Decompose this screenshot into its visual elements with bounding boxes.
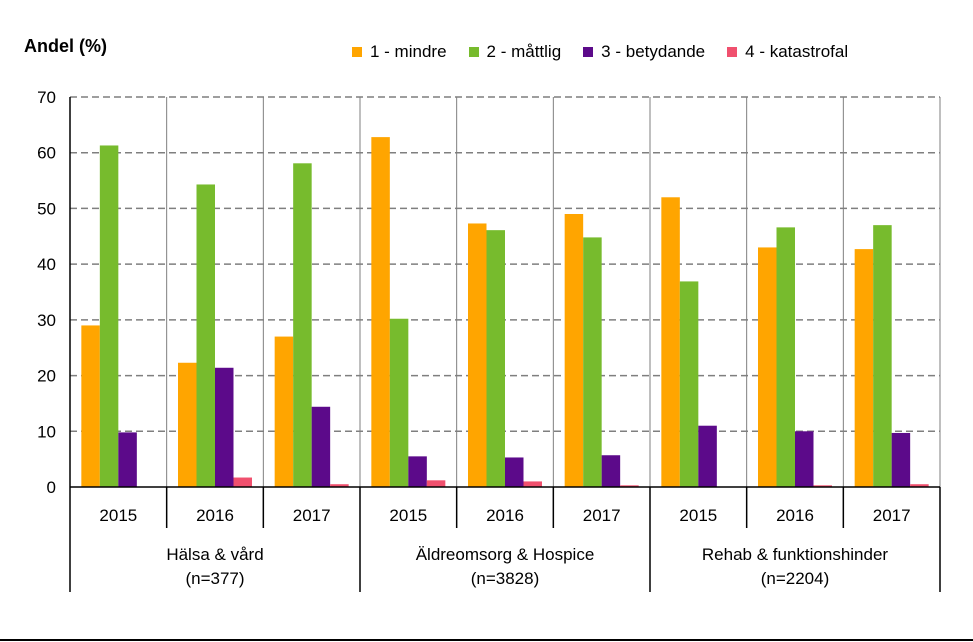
bar [215,367,234,487]
bar [758,247,777,487]
bottom-rule [0,639,973,641]
bar [601,455,621,487]
legend-swatch-katastrofal [727,47,738,57]
y-tick-label: 40 [37,255,56,274]
bar [274,336,294,487]
y-tick-label: 10 [37,422,56,441]
bar [813,485,832,487]
bar [620,485,639,487]
bar [330,484,349,487]
bar [661,197,680,488]
legend-item-mindre: 1 - mindre [352,42,447,62]
y-tick-label: 20 [37,367,56,386]
legend-item-katastrofal: 4 - katastrofal [727,42,848,62]
y-tick-label: 60 [37,144,56,163]
legend-swatch-betydande [583,47,594,57]
bar [389,318,409,487]
y-axis-label: Andel (%) [24,36,107,56]
y-tick-label: 70 [37,88,56,107]
legend-swatch-mattlig [468,47,479,57]
x-tick-label: 2016 [196,506,234,525]
group-label: Rehab & funktionshinder [702,545,889,564]
bar [426,480,446,487]
bar [408,456,427,487]
bar [873,225,892,487]
bar [505,457,524,487]
bar [118,432,137,487]
bar [910,484,929,487]
bar [371,137,390,487]
bar [698,425,717,487]
group-label: Hälsa & vård [166,545,263,564]
y-tick-label: 50 [37,199,56,218]
bar [564,214,584,487]
x-tick-label: 2016 [776,506,814,525]
x-tick-label: 2016 [486,506,524,525]
legend-label-katastrofal: 4 - katastrofal [745,42,849,61]
legend-label-mattlig: 2 - måttlig [486,42,562,61]
bar [196,184,215,487]
legend-label-betydande: 3 - betydande [601,42,706,61]
legend-swatch-mindre [352,47,362,57]
bar [523,481,542,487]
bar [81,325,100,487]
y-tick-label: 30 [37,311,56,330]
x-tick-label: 2015 [679,506,717,525]
bar [233,477,252,487]
legend-item-mattlig: 2 - måttlig [468,42,562,62]
bar [178,362,197,487]
bar [583,237,602,487]
bar [795,431,814,487]
x-tick-label: 2017 [873,506,911,525]
x-tick-label: 2015 [389,506,427,525]
legend: 1 - mindre 2 - måttlig 3 - betydande 4 -… [352,42,848,62]
bar [854,249,874,487]
bar [679,281,699,487]
group-n-label: (n=2204) [761,569,830,588]
legend-item-betydande: 3 - betydande [583,42,705,62]
group-label: Äldreomsorg & Hospice [416,545,595,564]
group-n-label: (n=377) [185,569,244,588]
y-tick-label: 0 [47,478,56,497]
bar [468,223,487,487]
bar [99,145,119,487]
bar [311,406,331,487]
group-n-label: (n=3828) [471,569,540,588]
bar [891,432,911,487]
legend-label-mindre: 1 - mindre [370,42,447,61]
bar [776,227,795,487]
x-tick-label: 2015 [99,506,137,525]
x-tick-label: 2017 [293,506,331,525]
bar [293,163,312,488]
x-tick-label: 2017 [583,506,621,525]
bar [486,230,505,487]
